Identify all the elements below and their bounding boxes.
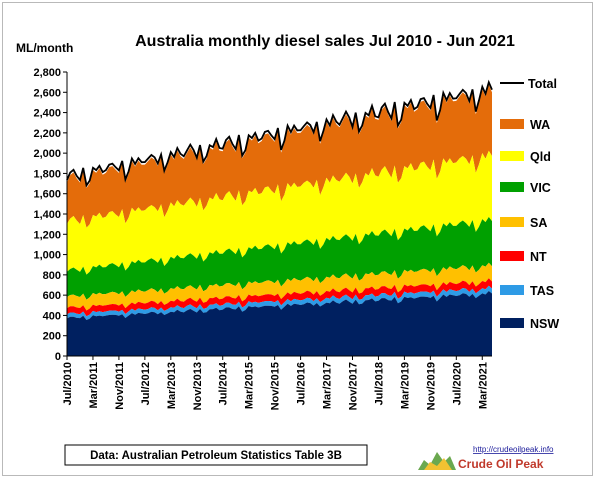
x-tick-label: Mar/2019	[399, 362, 411, 409]
legend-label-qld: Qld	[530, 150, 551, 164]
legend-swatch-nsw	[500, 318, 524, 328]
legend-swatch-sa	[500, 217, 524, 227]
x-tick-label: Mar/2013	[166, 362, 178, 409]
x-tick-label: Nov/2019	[425, 362, 437, 410]
y-tick-label: 2,000	[33, 148, 61, 160]
brand-name: Crude Oil Peak	[458, 457, 544, 471]
x-tick-label: Mar/2021	[477, 362, 489, 409]
total-line-group	[66, 79, 493, 188]
y-tick-label: 600	[43, 290, 61, 302]
y-tick-label: 1,800	[33, 168, 61, 180]
brand-url: http://crudeoilpeak.info	[473, 445, 554, 454]
legend-swatch-qld	[500, 151, 524, 161]
y-tick-label: 1,600	[33, 189, 61, 201]
legend-swatch-nt	[500, 251, 524, 261]
y-tick-label: 1,000	[33, 250, 61, 262]
area-tas	[67, 285, 492, 320]
area-nt	[67, 278, 492, 317]
legend-label-total: Total	[528, 77, 557, 91]
legend-label-wa: WA	[530, 118, 550, 132]
x-tick-label: Jul/2016	[296, 362, 308, 405]
y-tick-label: 2,200	[33, 128, 61, 140]
area-nsw	[67, 291, 492, 356]
brand-sun-icon	[424, 458, 452, 470]
legend-label-sa: SA	[530, 216, 547, 230]
x-tick-label: Nov/2017	[347, 362, 359, 410]
x-tick-label: Nov/2011	[114, 362, 126, 410]
legend: Total NSW TAS NT SA VIC Qld WA	[500, 77, 559, 331]
legend-label-nsw: NSW	[530, 317, 559, 331]
area-sa	[67, 262, 492, 311]
y-tick-label: 800	[43, 270, 61, 282]
x-tick-label: Jul/2010	[62, 362, 74, 405]
area-qld	[67, 150, 492, 275]
legend-label-vic: VIC	[530, 181, 551, 195]
x-tick-label: Jul/2012	[140, 362, 152, 405]
y-tick-label: 1,200	[33, 229, 61, 241]
y-tick-label: 2,600	[33, 87, 61, 99]
x-tick-label: Mar/2011	[88, 362, 100, 408]
brand-logo: http://crudeoilpeak.info Crude Oil Peak	[418, 445, 554, 471]
legend-swatch-wa	[500, 119, 524, 129]
x-tick-label: Mar/2017	[322, 362, 334, 409]
y-tick-label: 0	[55, 351, 61, 363]
y-tick-label: 2,800	[33, 67, 61, 79]
y-tick-label: 2,400	[33, 108, 61, 120]
legend-swatch-vic	[500, 182, 524, 192]
legend-label-nt: NT	[530, 250, 547, 264]
x-tick-label: Jul/2020	[451, 362, 463, 405]
x-tick-label: Jul/2018	[373, 362, 385, 405]
axes: 0 200 400 600 800 1,000 1,200 1,400 1,600 1,800 2,…	[33, 67, 492, 410]
legend-swatch-tas	[500, 285, 524, 295]
y-tick-label: 200	[43, 331, 61, 343]
y-tick-label: 400	[43, 310, 61, 322]
x-tick-label: Nov/2013	[192, 362, 204, 410]
stacked-areas	[67, 84, 492, 356]
legend-label-tas: TAS	[530, 284, 554, 298]
y-axis-label: ML/month	[16, 41, 73, 55]
area-vic	[67, 217, 492, 300]
x-tick-label: Nov/2015	[270, 362, 282, 410]
chart-title: Australia monthly diesel sales Jul 2010 …	[135, 33, 515, 50]
total-line	[66, 79, 493, 188]
x-tick-label: Jul/2014	[218, 361, 230, 405]
source-box: Data: Australian Petroleum Statistics Ta…	[64, 444, 368, 466]
x-tick-label: Mar/2015	[244, 362, 256, 409]
y-tick-label: 1,400	[33, 209, 61, 221]
source-label: Data: Australian Petroleum Statistics Ta…	[90, 450, 342, 462]
area-wa	[67, 84, 492, 228]
